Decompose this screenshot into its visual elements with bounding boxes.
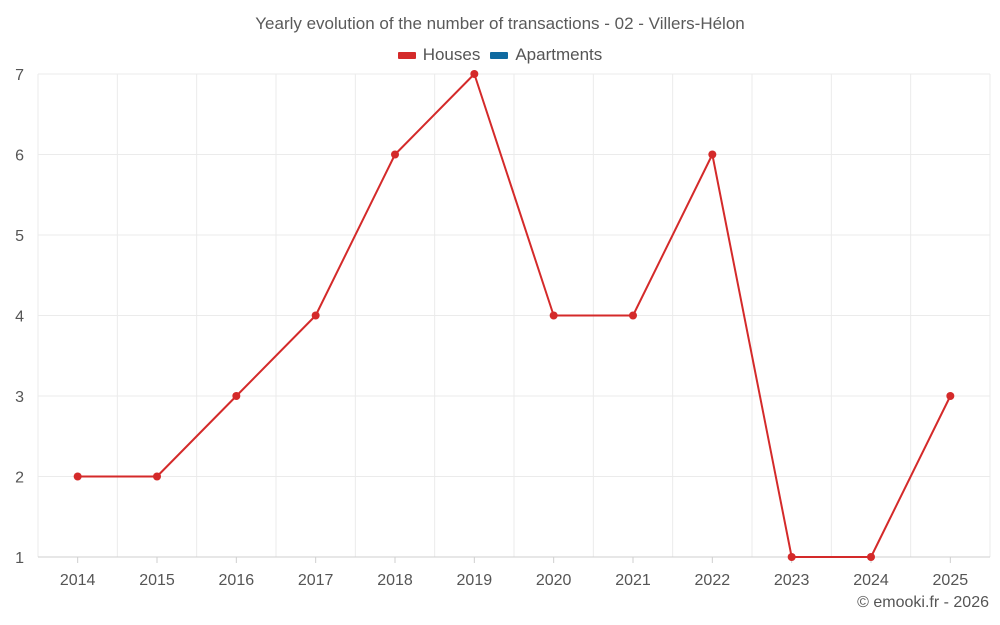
- x-tick-label: 2014: [60, 572, 96, 589]
- x-tick-label: 2023: [774, 572, 810, 589]
- data-point-houses: [946, 392, 955, 400]
- legend-label-houses: Houses: [422, 45, 481, 64]
- legend-swatch-houses: [397, 51, 416, 59]
- chart-title: Yearly evolution of the number of transa…: [255, 14, 745, 33]
- y-tick-label: 4: [15, 309, 24, 326]
- data-point-houses: [867, 553, 875, 561]
- legend-item-apartments[interactable]: Apartments: [490, 45, 602, 65]
- y-tick-label: 7: [15, 67, 24, 84]
- data-point-houses: [787, 553, 796, 561]
- x-tick-label: 2022: [695, 572, 731, 589]
- data-point-houses: [153, 472, 161, 481]
- data-point-houses: [391, 150, 399, 159]
- series-line-houses: [77, 73, 952, 558]
- x-tick-label: 2015: [139, 572, 175, 589]
- grid: [37, 73, 991, 558]
- data-point-houses: [470, 70, 479, 78]
- data-point-houses: [549, 311, 558, 320]
- legend-label-apartments: Apartments: [515, 45, 603, 64]
- data-point-houses: [232, 392, 241, 400]
- x-tick-label: 2016: [219, 572, 255, 589]
- x-tick-label: 2021: [615, 572, 651, 589]
- legend-item-houses[interactable]: Houses: [397, 45, 481, 65]
- x-tick-label: 2020: [536, 572, 572, 589]
- data-point-houses: [708, 150, 717, 159]
- data-point-houses: [629, 311, 637, 320]
- series-layer: [73, 70, 955, 561]
- data-point-houses: [311, 311, 320, 320]
- x-tick-label: 2025: [933, 572, 969, 589]
- x-tick-label: 2017: [298, 572, 334, 589]
- axes: 1 2 3 4 5 6 7 2014 2015 2016 2017 2018 2019 2020 2021 2…: [15, 67, 990, 589]
- legend-swatch-apartments: [490, 51, 509, 59]
- legend: Houses Apartments: [0, 45, 1000, 65]
- y-tick-label: 2: [15, 470, 24, 487]
- x-tick-label: 2018: [377, 572, 413, 589]
- x-tick-label: 2024: [853, 572, 889, 589]
- x-tick-label: 2019: [457, 572, 493, 589]
- data-point-houses: [73, 472, 82, 481]
- y-tick-label: 1: [15, 550, 24, 567]
- y-tick-label: 6: [15, 148, 24, 165]
- y-tick-label: 5: [15, 228, 24, 245]
- y-tick-label: 3: [15, 389, 24, 406]
- credit-text: © emooki.fr - 2026: [857, 594, 989, 611]
